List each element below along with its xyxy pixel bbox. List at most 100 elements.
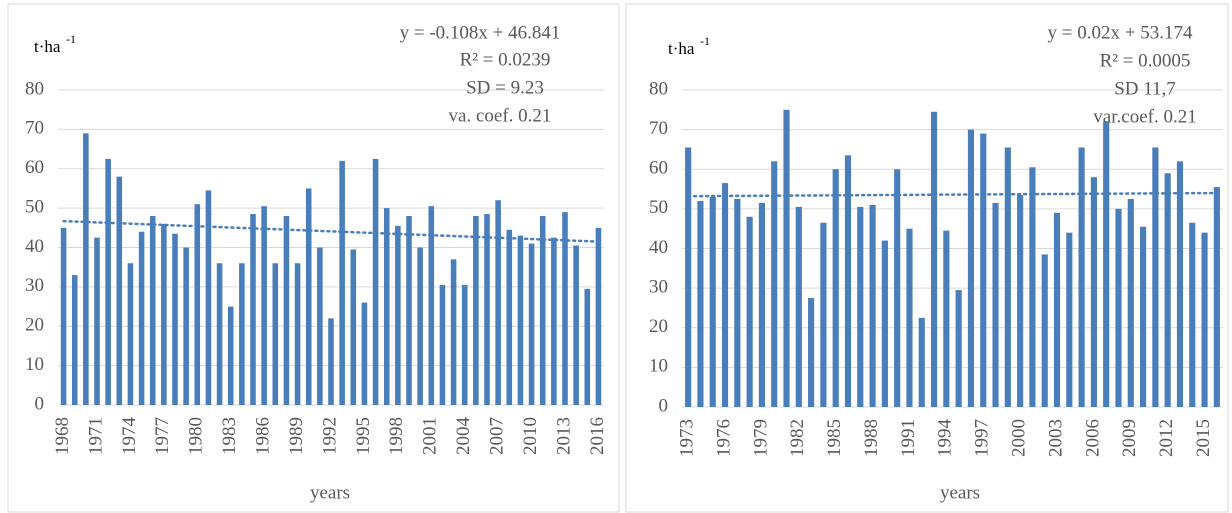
bar — [930, 111, 938, 407]
bar — [1004, 147, 1011, 408]
bar — [1103, 121, 1110, 407]
bar — [539, 216, 546, 405]
bar — [428, 206, 435, 405]
bar — [60, 227, 67, 405]
bar — [71, 275, 78, 405]
y-tick-label: 80 — [25, 78, 44, 99]
x-tick-label: 1983 — [219, 417, 240, 455]
bar — [562, 212, 568, 405]
bar — [528, 243, 535, 405]
bar — [943, 230, 950, 407]
bar — [869, 204, 876, 407]
x-tick-label: 1974 — [119, 417, 140, 456]
unit-superscript: -1 — [66, 32, 76, 46]
bar — [239, 263, 245, 405]
bar — [205, 190, 212, 405]
y-tick-label: 0 — [35, 393, 45, 414]
bar — [294, 263, 301, 405]
y-tick-label: 50 — [649, 197, 668, 218]
bar — [417, 247, 423, 405]
bar — [361, 302, 368, 405]
bar — [216, 263, 223, 405]
bar — [1201, 232, 1208, 407]
x-tick-label: 1968 — [52, 417, 73, 455]
bar — [183, 247, 189, 405]
bar — [734, 198, 741, 407]
bar — [820, 222, 827, 407]
bar — [992, 202, 999, 407]
bar — [149, 216, 156, 405]
bar — [261, 206, 267, 405]
bar — [517, 235, 524, 405]
bar — [317, 247, 323, 405]
bar — [383, 208, 390, 405]
bar — [1041, 254, 1048, 407]
bar — [1152, 147, 1159, 408]
bar — [461, 284, 468, 405]
y-tick-label: 0 — [659, 395, 669, 416]
x-tick-label: 2013 — [553, 417, 574, 455]
bar — [406, 216, 412, 405]
y-tick-label: 80 — [649, 78, 668, 99]
bar — [450, 259, 457, 405]
x-tick-label: 1982 — [787, 419, 808, 457]
bar — [844, 155, 852, 407]
bar — [795, 206, 802, 407]
bar — [1115, 208, 1122, 407]
y-tick-label: 40 — [649, 237, 668, 258]
bar — [283, 216, 290, 405]
bar — [484, 214, 490, 405]
bar — [1164, 173, 1171, 407]
bar — [771, 161, 778, 407]
bar — [1127, 198, 1134, 407]
bar — [573, 245, 579, 405]
bar — [372, 158, 379, 405]
x-tick-label: 1986 — [253, 417, 274, 455]
bar — [194, 204, 201, 405]
bar — [1140, 226, 1147, 407]
bar — [595, 227, 602, 405]
x-axis-label: years — [940, 482, 980, 503]
y-tick-label: 10 — [649, 356, 668, 377]
y-tick-label: 30 — [25, 275, 44, 296]
bar — [83, 133, 89, 405]
y-tick-label: 50 — [25, 196, 44, 217]
x-tick-label: 1988 — [861, 419, 882, 457]
x-tick-label: 2000 — [1008, 419, 1029, 457]
bar — [1189, 222, 1196, 407]
bar — [138, 231, 145, 405]
annotation: SD = 9.23 — [466, 77, 544, 98]
trendline — [686, 191, 1219, 198]
x-tick-label: 1998 — [386, 417, 407, 455]
x-tick-label: 1989 — [286, 417, 307, 455]
x-tick-label: 1971 — [85, 417, 106, 455]
bar — [980, 133, 987, 407]
y-tick-label: 70 — [649, 118, 668, 139]
bar — [881, 240, 888, 407]
y-tick-label: 70 — [25, 118, 44, 139]
annotation: va. coef. 0.21 — [449, 105, 552, 126]
bar — [697, 200, 704, 407]
bar — [473, 216, 479, 405]
unit-label: t·ha — [668, 39, 695, 58]
bar — [783, 109, 790, 407]
bar — [808, 298, 815, 407]
annotation: SD 11,7 — [1114, 78, 1176, 99]
bar — [918, 317, 925, 407]
bar — [709, 196, 716, 407]
bar — [832, 169, 839, 407]
bar — [1053, 212, 1061, 407]
bar — [584, 288, 591, 405]
x-tick-label: 2016 — [587, 417, 608, 455]
x-tick-label: 2004 — [453, 417, 474, 456]
bar — [955, 290, 962, 407]
bar — [1029, 167, 1036, 407]
x-tick-label: 1994 — [935, 419, 956, 458]
x-tick-label: 2001 — [420, 417, 441, 455]
x-tick-label: 1991 — [898, 419, 919, 457]
x-tick-label: 2006 — [1082, 419, 1103, 457]
bar — [272, 263, 279, 405]
bar — [857, 206, 864, 407]
bar — [328, 318, 334, 405]
bar — [1078, 147, 1085, 408]
